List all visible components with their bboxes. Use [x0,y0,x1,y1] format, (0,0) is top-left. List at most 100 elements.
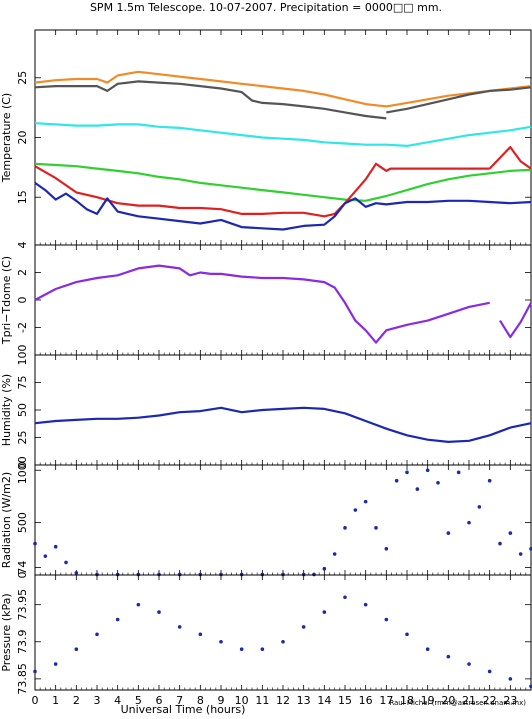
x-tick-label: 4 [114,694,121,707]
series-line-orange [34,70,532,108]
x-tick-label: 12 [276,694,290,707]
series-line-cyan [34,122,532,147]
data-point [177,625,182,629]
x-tick-label: 21 [462,694,476,707]
data-point [425,468,430,473]
data-point [53,544,58,549]
data-point [301,625,306,629]
y-tick-label: 2 [16,269,29,276]
data-point [322,566,327,571]
y-tick-label: 73.95 [16,589,29,621]
y-tick-label: 1000 [16,456,29,484]
y-tick-label: 0 [16,462,29,469]
y-tick-label: 73.85 [16,663,29,695]
data-point [498,541,502,546]
credit-text: Raul Michel (rmm@astrosen.unam.mx) [389,699,526,707]
y-tick-label: 25 [16,431,29,445]
data-point [363,602,368,607]
series-line-purple [34,264,490,344]
data-point [384,617,389,622]
data-point [281,639,285,644]
data-point [33,541,37,546]
data-point [239,647,244,651]
data-point [487,478,492,483]
data-point [74,571,79,575]
y-tick-label: 25 [16,71,29,85]
x-tick-label: 3 [94,694,101,707]
y-tick-label: -2 [16,322,29,333]
data-point [260,647,265,651]
y-tick-label: 50 [16,403,29,417]
y-tick-label: 20 [16,131,29,145]
series-line-gray [386,86,532,114]
data-point [487,669,492,674]
data-point [74,647,79,651]
x-tick-label: 10 [235,694,249,707]
data-point [529,547,532,551]
x-tick-label: 0 [32,694,39,707]
data-point [394,478,399,483]
series-line-purple [499,302,532,339]
data-point [43,554,48,558]
data-point [95,632,99,637]
x-tick-label: 17 [379,694,393,707]
x-tick-label: 6 [156,694,163,707]
data-point [415,487,420,491]
data-point [425,647,430,651]
series-line-gray [34,80,387,120]
data-point [343,526,347,530]
x-tick-label: 16 [359,694,373,707]
x-tick-label: 2 [73,694,80,707]
data-point [384,547,389,551]
data-point [332,552,337,556]
data-point [446,654,451,659]
panel-frame [34,464,532,576]
y-tick-label: 100 [16,345,29,366]
data-point [405,632,409,637]
y-axis-label: Pressure (kPa) [0,593,13,671]
data-point [374,526,378,530]
x-tick-label: 19 [421,694,435,707]
data-point [353,508,358,512]
y-axis-label: Humidity (%) [0,374,13,446]
x-tick-label: 5 [135,694,142,707]
y-tick-label: 75 [16,376,29,390]
x-tick-label: 9 [218,694,225,707]
data-point [467,520,471,525]
data-point [312,572,316,577]
y-tick-label: 15 [16,190,29,204]
data-point [136,602,141,607]
y-tick-label: 74 [16,561,29,575]
x-tick-label: 22 [483,694,497,707]
x-tick-label: 23 [503,694,517,707]
data-point [322,610,327,614]
series-line-green [34,162,532,202]
chart-title: SPM 1.5m Telescope. 10-07-2007. Precipit… [90,1,442,14]
data-point [363,499,368,504]
x-tick-label: 14 [317,694,331,707]
data-point [157,610,161,614]
data-point [219,639,223,644]
x-tick-label: 8 [197,694,204,707]
y-axis-label: Temperature (C) [0,93,13,183]
x-tick-label: 13 [297,694,311,707]
panel-frame [34,574,532,691]
series-line-blue [34,181,532,231]
data-point [343,595,347,600]
data-point [53,662,58,666]
x-axis-label: Universal Time (hours) [121,703,246,716]
data-point [529,684,532,689]
y-tick-label: 0 [16,572,29,579]
x-tick-label: 1 [52,694,59,707]
data-point [467,662,471,666]
panel-frame [34,244,532,356]
x-tick-label: 7 [176,694,183,707]
y-axis-label: Radiation (W/m2) [0,472,13,568]
series-line-red [488,146,532,170]
data-point [405,470,409,475]
data-point [477,505,482,509]
y-tick-label: 73.9 [16,630,29,655]
y-axis-label: Tpri−Tdome (C) [0,256,13,345]
data-point [508,531,513,535]
